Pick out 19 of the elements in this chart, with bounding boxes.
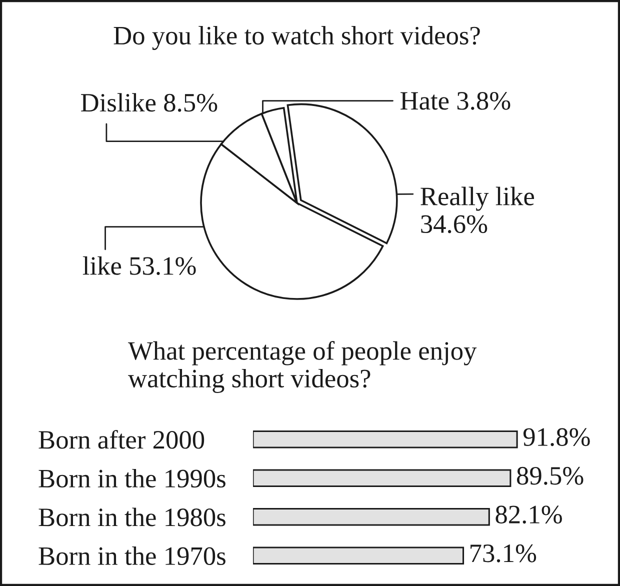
data-label: 34.6%: [421, 215, 488, 234]
data-label: 91.8%: [523, 428, 590, 446]
bar: [253, 508, 490, 526]
y-tick-label: Born after 2000: [38, 430, 204, 449]
chart-title: What percentage of people enjoy watching short videos?: [128, 341, 477, 393]
data-label: 73.1%: [470, 544, 536, 562]
bar: [253, 430, 518, 448]
slice-label: like 53.1%: [82, 256, 196, 275]
y-tick-label: Born in the 1990s: [38, 468, 226, 488]
bar: [253, 546, 464, 565]
data-label: 82.1%: [496, 506, 562, 524]
slice-label: Dislike 8.5%: [81, 93, 218, 112]
slice-label: Hate 3.8%: [400, 92, 510, 110]
chart-title: Do you like to watch short videos?: [114, 26, 480, 50]
y-tick-label: Born in the 1980s: [38, 508, 226, 526]
slice-label: Really like: [420, 186, 534, 211]
y-tick-label: Born in the 1970s: [38, 546, 226, 566]
data-label: 89.5%: [517, 466, 584, 485]
bar: [253, 469, 512, 488]
